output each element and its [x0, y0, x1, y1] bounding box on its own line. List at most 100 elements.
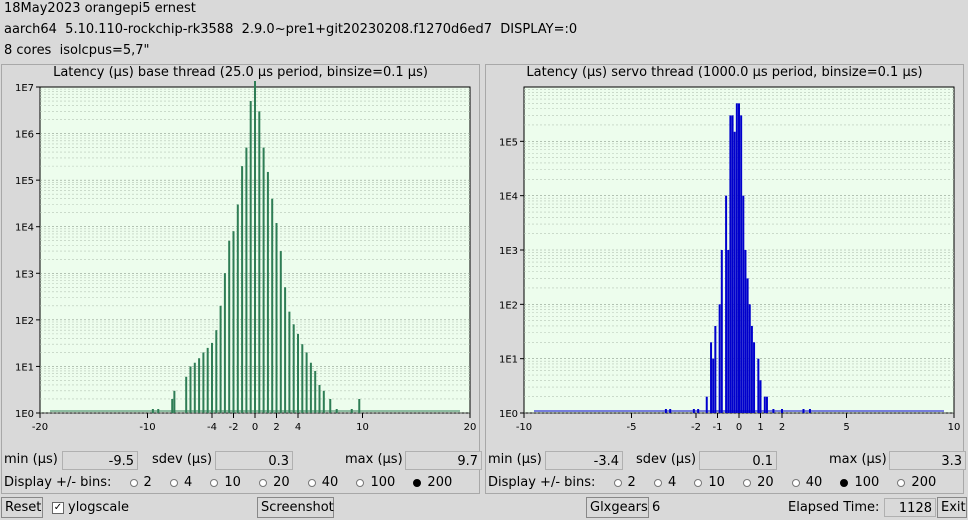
x-tick-label: 0 — [252, 422, 258, 433]
y-tick-label: 1E1 — [499, 355, 518, 366]
base-bins-option-10[interactable]: 10 — [196, 475, 241, 490]
radio-icon — [897, 478, 906, 487]
base-bins-option-20[interactable]: 20 — [245, 475, 290, 490]
header-line3: 8 cores isolcpus=5,7" — [4, 43, 150, 58]
servo-bins-option-100[interactable]: 100 — [826, 475, 879, 490]
histogram-bar — [729, 115, 732, 414]
x-tick-label: 2 — [273, 422, 279, 433]
histogram-bar — [171, 398, 174, 413]
base-min-value: -9.5 — [62, 451, 138, 470]
base-bins-option-200[interactable]: 200 — [399, 475, 452, 490]
histogram-bar — [669, 409, 672, 413]
histogram-bar — [284, 287, 287, 413]
histogram-bar — [241, 166, 244, 413]
radio-selected-icon — [840, 478, 849, 487]
histogram-bar — [335, 409, 338, 413]
servo-sdev-value: 0.1 — [699, 451, 777, 470]
servo-bins-option-2[interactable]: 2 — [600, 475, 636, 490]
histogram-bar — [215, 330, 218, 413]
histogram-bar — [301, 344, 304, 413]
histogram-bar — [262, 147, 265, 413]
radio-icon — [743, 478, 752, 487]
servo-thread-panel: Latency (µs) servo thread (1000.0 µs per… — [485, 64, 964, 494]
histogram-bar — [697, 409, 700, 413]
base-bins-option-2[interactable]: 2 — [116, 475, 152, 490]
servo-bins-label: Display +/- bins: — [488, 475, 596, 490]
y-tick-label: 1E1 — [15, 362, 34, 373]
base-bins-option-4[interactable]: 4 — [156, 475, 192, 490]
histogram-bar — [297, 333, 299, 413]
histogram-bar — [718, 304, 721, 413]
histogram-bar — [692, 409, 695, 413]
histogram-bar — [358, 398, 361, 413]
y-tick-label: 1E3 — [499, 246, 518, 257]
histogram-bar — [714, 325, 717, 413]
histogram-bar — [245, 147, 248, 413]
histogram-bar — [309, 362, 312, 413]
x-tick-label: -4 — [207, 422, 217, 433]
radio-icon — [259, 478, 268, 487]
x-tick-label: 10 — [948, 422, 961, 433]
histogram-bar — [753, 342, 756, 413]
y-tick-label: 1E4 — [15, 223, 34, 234]
histogram-bar — [735, 103, 738, 414]
servo-bins-option-20[interactable]: 20 — [729, 475, 774, 490]
y-tick-label: 1E5 — [499, 137, 518, 148]
histogram-bar — [781, 409, 783, 413]
histogram-bar — [664, 409, 667, 413]
histogram-bar — [738, 103, 740, 414]
histogram-bar — [279, 251, 282, 413]
histogram-bar — [314, 370, 317, 413]
servo-bins-option-10[interactable]: 10 — [680, 475, 725, 490]
y-tick-label: 1E3 — [15, 269, 34, 280]
histogram-bar — [746, 278, 749, 413]
base-bins-option-40[interactable]: 40 — [294, 475, 338, 490]
histogram-bar — [288, 311, 291, 413]
x-tick-label: -2 — [691, 422, 701, 433]
x-tick-label: 10 — [356, 422, 369, 433]
glxgears-button[interactable]: Glxgears — [586, 497, 649, 518]
histogram-bar — [249, 101, 252, 413]
base-max-label: max (µs) — [345, 452, 403, 467]
base-sdev-label: sdev (µs) — [152, 452, 213, 467]
histogram-bar — [173, 390, 176, 413]
radio-icon — [613, 478, 622, 487]
header-line1: 18May2023 orangepi5 ernest — [4, 1, 196, 16]
servo-bins-option-200[interactable]: 200 — [883, 475, 936, 490]
servo-min-label: min (µs) — [488, 452, 542, 467]
x-tick-label: -5 — [627, 422, 637, 433]
histogram-bar — [808, 409, 811, 413]
histogram-bar — [742, 195, 745, 413]
histogram-bar — [157, 409, 160, 413]
x-tick-label: 4 — [295, 422, 301, 433]
exit-button[interactable]: Exit — [937, 497, 967, 518]
base-max-value: 9.7 — [405, 451, 482, 470]
screenshot-button[interactable]: Screenshot — [257, 497, 334, 518]
histogram-bar — [720, 250, 723, 413]
ylogscale-checkbox[interactable]: ✓ ylogscale — [52, 500, 130, 515]
histogram-bar — [193, 362, 196, 413]
servo-plot-title: Latency (µs) servo thread (1000.0 µs per… — [526, 65, 923, 80]
histogram-bar — [705, 396, 708, 413]
histogram-bar — [350, 409, 353, 413]
x-tick-label: 2 — [779, 422, 785, 433]
histogram-bar — [198, 358, 201, 413]
elapsed-time-value: 1128 — [884, 498, 936, 517]
x-tick-label: 20 — [464, 422, 477, 433]
radio-icon — [169, 478, 178, 487]
x-tick-label: -1 — [713, 422, 723, 433]
histogram-bar — [757, 358, 760, 413]
servo-bins-option-4[interactable]: 4 — [640, 475, 676, 490]
histogram-bar — [731, 115, 734, 414]
servo-max-label: max (µs) — [829, 452, 887, 467]
servo-bins-option-40[interactable]: 40 — [778, 475, 822, 490]
check-icon: ✓ — [52, 501, 64, 514]
reset-button[interactable]: Reset — [1, 497, 43, 518]
histogram-bar — [772, 409, 775, 413]
base-bins-option-100[interactable]: 100 — [342, 475, 395, 490]
x-tick-label: 0 — [736, 422, 742, 433]
y-tick-label: 1E5 — [15, 176, 34, 187]
servo-sdev-label: sdev (µs) — [636, 452, 697, 467]
histogram-bar — [322, 390, 325, 413]
